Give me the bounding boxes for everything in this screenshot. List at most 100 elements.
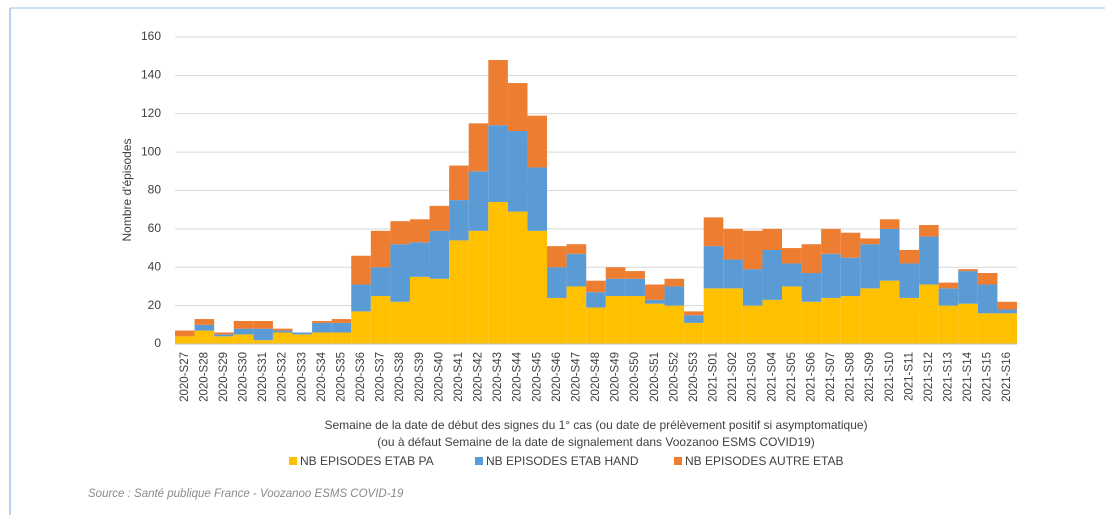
bar-segment: [958, 269, 978, 272]
bar-segment: [312, 332, 332, 344]
bar-segment: [468, 171, 489, 231]
bar-segment: [409, 276, 430, 344]
x-tick-label: 2020-S36: [355, 352, 367, 402]
bar-segment: [860, 244, 880, 289]
x-tick-label: 2021-S15: [982, 352, 994, 402]
x-tick-label: 2020-S33: [296, 352, 308, 402]
y-tick-label: 20: [148, 298, 162, 312]
x-tick-label: 2021-S13: [942, 352, 954, 402]
bar-segment: [488, 202, 508, 344]
bar-segment: [899, 249, 920, 264]
x-tick-label: 2021-S12: [923, 352, 935, 402]
x-tick-label: 2021-S05: [786, 352, 798, 402]
bar-segment: [468, 230, 489, 344]
bar-segment: [977, 313, 998, 344]
bar-segment: [272, 332, 293, 344]
bar-segment: [253, 340, 273, 344]
bar-segment: [840, 257, 861, 297]
bar-segment: [527, 230, 548, 344]
x-tick-label: 2020-S30: [238, 352, 250, 402]
legend-label: NB EPISODES ETAB HAND: [486, 454, 639, 468]
legend-label: NB EPISODES ETAB PA: [300, 454, 434, 468]
bar-segment: [253, 328, 273, 341]
bar-segment: [566, 253, 587, 287]
bar-segment: [175, 336, 195, 344]
bar-segment: [272, 330, 293, 333]
bar-segment: [977, 273, 998, 285]
bar-segment: [390, 221, 410, 245]
x-tick-label: 2020-S48: [590, 352, 602, 402]
x-tick-label: 2021-S04: [766, 351, 778, 401]
bar-segment: [586, 307, 606, 344]
x-tick-label: 2020-S39: [414, 352, 426, 402]
bar-segment: [958, 271, 978, 304]
bar-segment: [664, 305, 685, 344]
bar-segment: [684, 322, 704, 344]
legend-swatch: [475, 457, 483, 465]
bar-segment: [566, 286, 587, 344]
bar-segment: [547, 267, 567, 298]
bar-segment: [331, 322, 352, 333]
bar-segment: [233, 334, 254, 344]
source: Source : Santé publique France - Voozano…: [88, 488, 404, 500]
bar-segment: [390, 244, 410, 302]
x-tick-label: 2020-S32: [277, 352, 289, 402]
bar-segment: [977, 284, 998, 314]
x-tick-label: 2021-S11: [903, 352, 915, 401]
bar-segment: [742, 269, 763, 306]
bar-segment: [919, 284, 939, 344]
bar-segment: [762, 249, 783, 300]
x-tick-label: 2020-S47: [570, 352, 582, 402]
bar-segment: [233, 320, 254, 329]
x-tick-label: 2020-S53: [688, 352, 700, 402]
bar-segment: [782, 263, 802, 287]
x-tick-label: 2021-S16: [1001, 352, 1013, 402]
bar-segment: [449, 240, 469, 344]
legend-swatch: [674, 457, 682, 465]
bar-segment: [586, 280, 606, 293]
bar-segment: [449, 200, 469, 241]
bar-segment: [214, 336, 234, 344]
bar-segment: [879, 228, 900, 281]
bar-segment: [449, 165, 469, 201]
x-tick-label: 2021-S09: [864, 352, 876, 402]
bar-segment: [919, 225, 939, 237]
x-tick-label: 2020-S40: [433, 352, 445, 402]
bar-segment: [840, 232, 861, 258]
bar-segment: [684, 311, 704, 316]
legend-swatch: [289, 457, 297, 465]
bar-segment: [821, 297, 841, 344]
bar-segment: [723, 228, 743, 260]
bar-segment: [664, 286, 685, 306]
bar-segment: [938, 288, 959, 306]
bar-segment: [860, 238, 880, 245]
bar-segment: [625, 278, 645, 297]
bar-segment: [312, 322, 332, 333]
bar-segment: [292, 334, 313, 344]
bar-segment: [997, 313, 1017, 344]
bar-segment: [762, 228, 783, 250]
bar-segment: [821, 228, 841, 254]
bar-segment: [527, 115, 548, 168]
bar-segment: [997, 301, 1017, 310]
x-tick-label: 2021-S01: [708, 352, 720, 402]
bar-segment: [370, 230, 391, 268]
bar-segment: [409, 242, 430, 277]
bar-segment: [194, 330, 215, 344]
x-tick-label: 2020-S34: [316, 351, 328, 401]
bar-segment: [644, 284, 665, 300]
bar-segment: [742, 230, 763, 270]
bar-segment: [175, 330, 195, 337]
y-tick-label: 80: [148, 183, 162, 197]
bar-segment: [664, 278, 685, 287]
bar-segment: [527, 167, 548, 231]
legend-label: NB EPISODES AUTRE ETAB: [685, 454, 843, 468]
bar-segment: [547, 246, 567, 268]
bar-segment: [899, 263, 920, 298]
bar-segment: [821, 253, 841, 298]
y-tick-label: 60: [148, 221, 162, 235]
bar-segment: [801, 301, 822, 344]
bar-segment: [938, 305, 959, 344]
y-tick-label: 40: [148, 259, 162, 273]
